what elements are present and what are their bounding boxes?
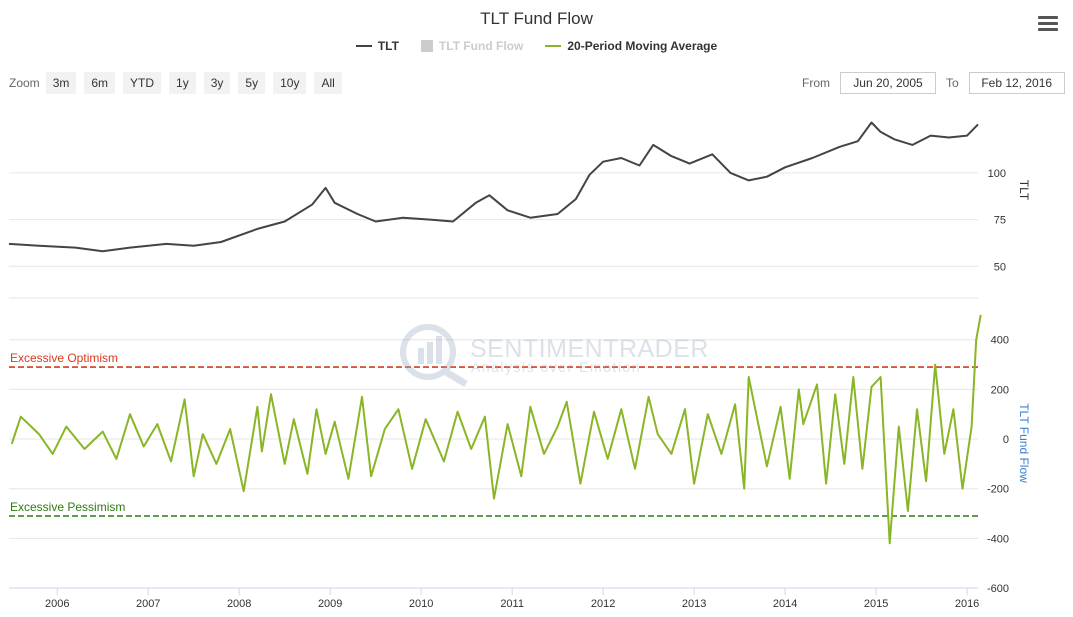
y-tick-label: 200 (991, 384, 1009, 396)
x-tick-label: 2006 (45, 598, 69, 610)
watermark-tagline: Analysis over Emotion (471, 359, 641, 375)
x-tick-label: 2007 (136, 598, 160, 610)
zoom-10y-button[interactable]: 10y (273, 72, 307, 94)
zoom-bar: Zoom 3m 6m YTD 1y 3y 5y 10y All (9, 72, 350, 94)
legend-box-icon (420, 40, 433, 52)
from-date-input[interactable] (840, 72, 936, 94)
legend-line-icon (355, 45, 372, 47)
legend-label: TLT Fund Flow (438, 39, 524, 53)
y-tick-label: -200 (987, 484, 1009, 496)
zoom-1y-button[interactable]: 1y (169, 72, 196, 94)
zoom-5y-button[interactable]: 5y (238, 72, 266, 94)
y-tick-label: -400 (987, 533, 1009, 545)
watermark-brand: SENTIMENTRADER (470, 335, 709, 363)
threshold-optimism-label: Excessive Optimism (10, 351, 118, 365)
y-tick-label: 75 (994, 215, 1006, 227)
watermark-logo-icon (400, 324, 456, 380)
legend-item-tlt[interactable]: TLT (355, 39, 399, 53)
x-tick-label: 2010 (409, 598, 433, 610)
zoom-3y-button[interactable]: 3y (203, 72, 231, 94)
legend: TLT TLT Fund Flow 20-Period Moving Avera… (0, 39, 1073, 53)
legend-item-moving-average[interactable]: 20-Period Moving Average (545, 39, 717, 53)
y-tick-label: 400 (991, 335, 1009, 347)
zoom-all-button[interactable]: All (314, 72, 342, 94)
y-tick-label: 100 (988, 168, 1006, 180)
date-range: From To (802, 72, 1065, 94)
legend-item-fund-flow[interactable]: TLT Fund Flow (420, 39, 524, 53)
x-tick-label: 2008 (227, 598, 251, 610)
zoom-3m-button[interactable]: 3m (45, 72, 77, 94)
x-tick-label: 2009 (318, 598, 342, 610)
to-label: To (946, 76, 959, 90)
y-tick-label: -600 (987, 583, 1009, 595)
chart-title: TLT Fund Flow (480, 9, 593, 28)
zoom-6m-button[interactable]: 6m (84, 72, 116, 94)
y-tick-label: 50 (994, 261, 1006, 273)
y-tick-label: 0 (1003, 434, 1009, 446)
threshold-pessimism-label: Excessive Pessimism (10, 500, 125, 514)
to-date-input[interactable] (968, 72, 1065, 94)
chart-menu-icon[interactable] (1038, 16, 1058, 34)
x-tick-label: 2013 (682, 598, 706, 610)
x-tick-label: 2012 (591, 598, 615, 610)
x-tick-label: 2016 (955, 598, 979, 610)
watermark: SENTIMENTRADER Analysis over Emotion (400, 324, 709, 388)
moving-average-line (10, 314, 982, 545)
zoom-label: Zoom (9, 76, 40, 90)
x-tick-label: 2011 (500, 598, 524, 610)
x-tick-label: 2014 (773, 598, 797, 610)
from-label: From (802, 76, 830, 90)
y-axis-title-tlt: TLT (1017, 180, 1031, 201)
zoom-ytd-button[interactable]: YTD (123, 72, 162, 94)
x-tick-label: 2015 (864, 598, 888, 610)
legend-line-icon (545, 45, 562, 47)
legend-label: 20-Period Moving Average (567, 39, 718, 53)
legend-label: TLT (377, 39, 399, 53)
y-axis-title-fund-flow: TLT Fund Flow (1017, 403, 1031, 483)
tlt-price-line (8, 121, 979, 253)
